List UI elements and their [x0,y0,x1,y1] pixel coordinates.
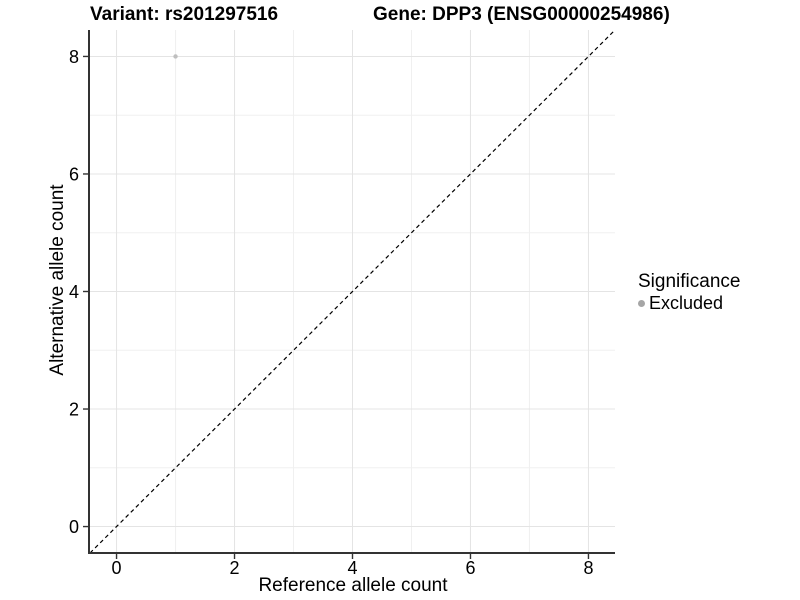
y-tick-label: 4 [69,282,79,302]
x-tick-label: 4 [347,558,357,578]
x-axis-title: Reference allele count [258,575,448,596]
legend-item-excluded: Excluded [630,293,740,314]
data-point-excluded [173,54,178,59]
y-tick-label: 8 [69,47,79,67]
identity-line [89,29,616,554]
y-tick-label: 2 [69,400,79,420]
excluded-point-icon [638,300,645,307]
x-tick-label: 2 [230,558,240,578]
plot-title-gene: Gene: DPP3 (ENSG00000254986) [373,4,670,25]
legend-title: Significance [638,271,741,292]
y-axis-title: Alternative allele count [47,184,68,376]
y-tick-label: 0 [69,517,79,537]
y-tick-label: 6 [69,164,79,184]
x-tick-label: 0 [112,558,122,578]
legend: Significance Excluded [630,271,740,314]
x-tick-label: 8 [583,558,593,578]
plot-title-variant: Variant: rs201297516 [90,4,279,25]
x-tick-label: 6 [465,558,475,578]
legend-item-label: Excluded [649,293,724,313]
